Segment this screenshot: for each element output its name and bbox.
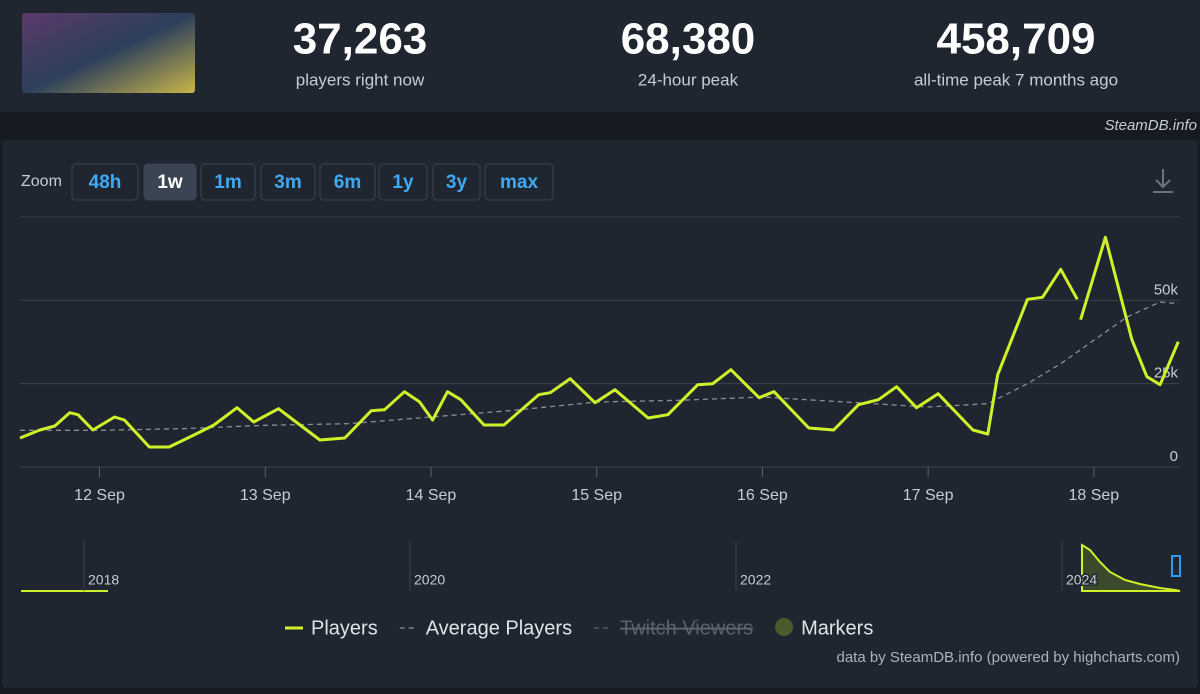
game-image <box>22 13 195 93</box>
series-line <box>19 235 1180 449</box>
navigator-series <box>1081 543 1181 592</box>
zoom-button[interactable]: 1y <box>378 163 428 201</box>
legend-symbol <box>775 618 794 636</box>
zoom-button-bg <box>200 163 256 201</box>
x-tick-label: 13 Sep <box>240 487 291 504</box>
zoom-button-bg <box>378 163 428 201</box>
navigator-frame <box>21 541 1180 591</box>
zoom-label: Zoom <box>21 173 62 190</box>
zoom-button-bg <box>260 163 316 201</box>
zoom-button-label: 3y <box>446 172 468 193</box>
zoom-button-label: 48h <box>89 172 122 193</box>
credit[interactable]: data by SteamDB.info (powered by highcha… <box>837 649 1181 666</box>
zoom-button-bg <box>71 163 139 201</box>
zoom-button-bg <box>432 163 481 201</box>
legend-label: Markers <box>801 617 873 639</box>
series-line <box>20 301 1179 431</box>
download-glyph <box>1153 169 1173 193</box>
x-tick-label: 14 Sep <box>406 487 457 504</box>
stat-value: 458,709 <box>936 15 1095 64</box>
zoom-button-label: 6m <box>334 172 361 193</box>
y-tick-label: 0 <box>1170 448 1178 465</box>
stat-label: players right now <box>296 70 425 89</box>
stat-label: 24-hour peak <box>638 70 739 89</box>
legend: Players Average Players Twitch Viewers Mark… <box>285 617 873 639</box>
x-tick-label: 12 Sep <box>74 487 125 504</box>
legend-label: Average Players <box>426 617 572 639</box>
legend-item[interactable]: Twitch Viewers <box>594 617 753 639</box>
navigator-label: 2022 <box>740 572 771 588</box>
navigator-label: 2020 <box>414 572 445 588</box>
zoom-button-label: 1y <box>392 172 414 193</box>
stats-panel <box>0 0 1200 112</box>
zoom-button[interactable]: 6m <box>319 163 376 201</box>
legend-item[interactable]: Markers <box>775 617 873 639</box>
zoom-button[interactable]: 48h <box>71 163 139 201</box>
navigator-label: 2018 <box>88 572 119 588</box>
zoom-button-bg <box>143 163 197 201</box>
download-icon[interactable] <box>1153 169 1173 193</box>
zoom-button[interactable]: 1m <box>200 163 256 201</box>
zoom-button[interactable]: max <box>484 163 554 201</box>
chart-panel <box>2 140 1198 688</box>
zoom-button-label: 1w <box>157 172 183 193</box>
zoom-button[interactable]: 3m <box>260 163 316 201</box>
x-tick-label: 18 Sep <box>1068 487 1119 504</box>
legend-label: Players <box>311 617 378 639</box>
zoom-button-bg <box>319 163 376 201</box>
legend-item[interactable]: Players <box>285 617 378 639</box>
navigator-handle[interactable] <box>1171 555 1181 577</box>
zoom-button-bg <box>484 163 554 201</box>
y-tick-label: 50k <box>1154 281 1179 298</box>
zoom-button-label: 1m <box>214 172 241 193</box>
zoom-button-label: max <box>500 172 538 193</box>
navigator-label: 2024 <box>1066 572 1097 588</box>
legend-label: Twitch Viewers <box>620 617 753 639</box>
stat-value: 68,380 <box>621 15 756 64</box>
stat-value: 37,263 <box>293 15 428 64</box>
stat-label: all-time peak 7 months ago <box>914 70 1118 89</box>
zoom-button[interactable]: 3y <box>432 163 481 201</box>
x-tick-label: 17 Sep <box>903 487 954 504</box>
navigator: 2018 2020 2022 2024 <box>21 541 1181 592</box>
zoom-button-label: 3m <box>274 172 301 193</box>
legend-item[interactable]: Average Players <box>399 617 572 639</box>
zoom-button[interactable]: 1w <box>143 163 197 201</box>
x-tick-label: 15 Sep <box>571 487 622 504</box>
watermark: SteamDB.info <box>1104 117 1197 134</box>
x-tick-label: 16 Sep <box>737 487 788 504</box>
